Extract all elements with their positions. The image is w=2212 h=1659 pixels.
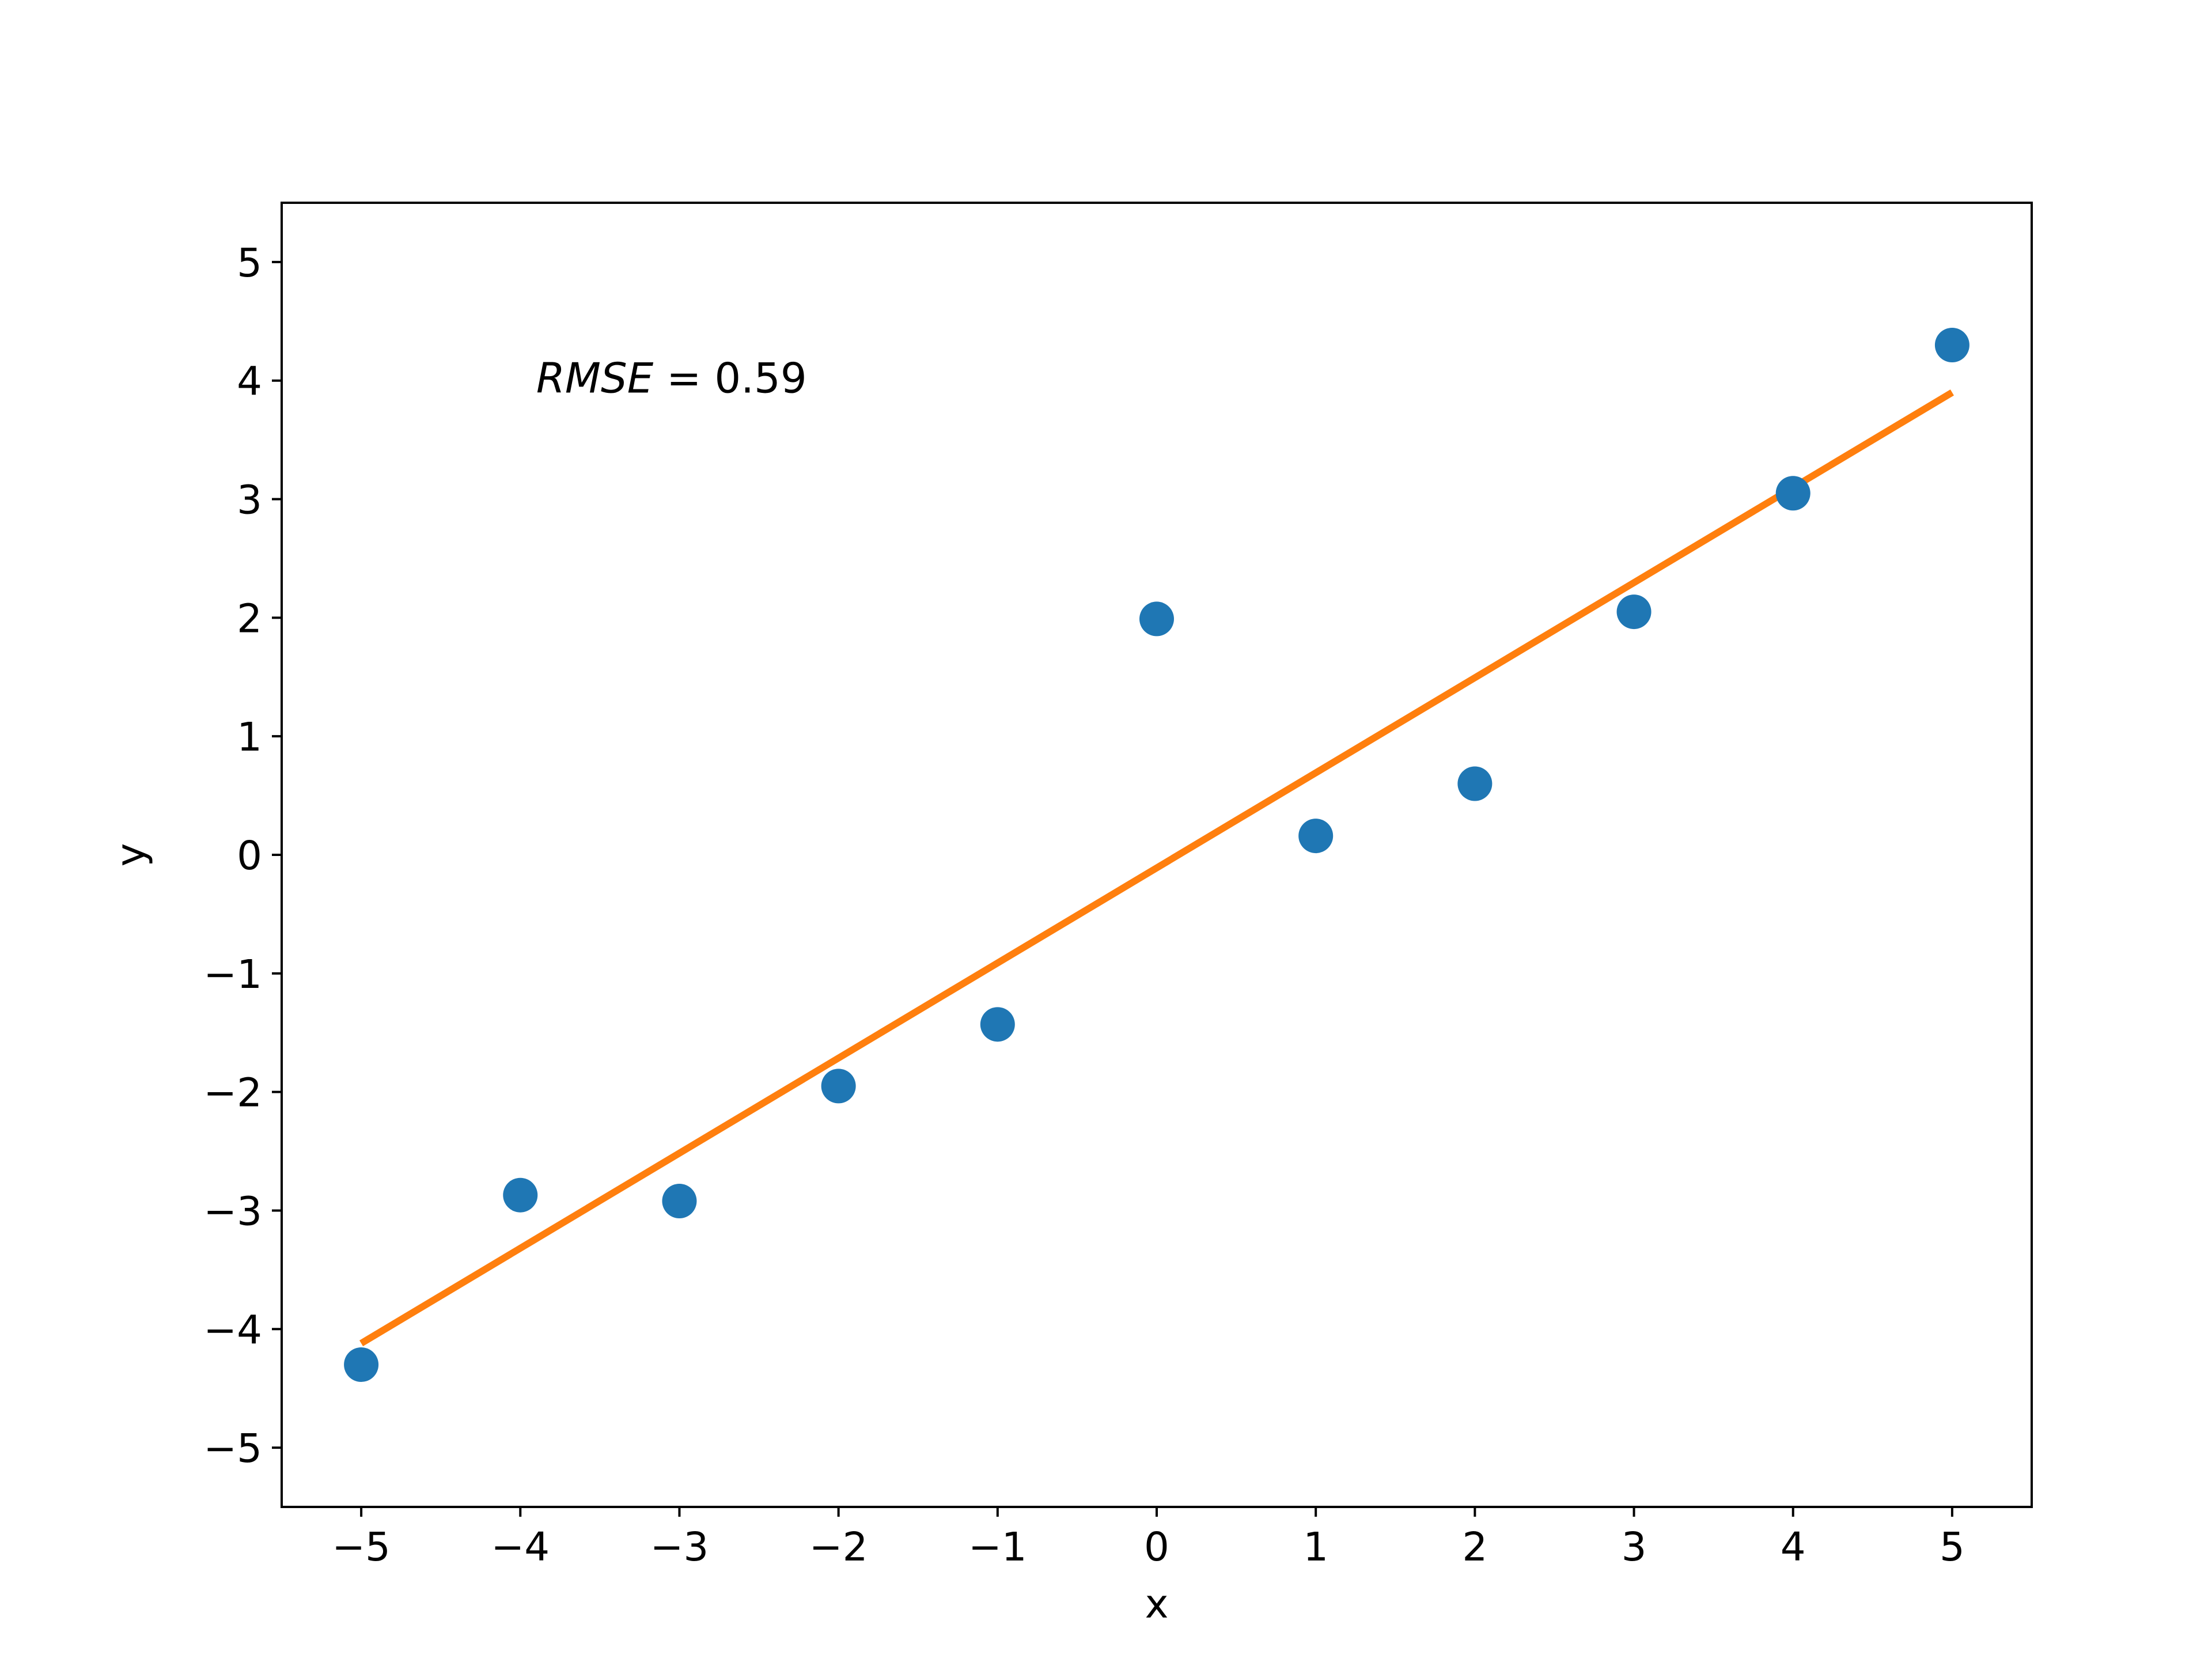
y-tick-label: −4: [203, 1307, 262, 1353]
x-tick-label: −3: [650, 1524, 709, 1570]
axes-frame: [281, 202, 2033, 1508]
scatter-point: [1775, 476, 1810, 511]
x-tick-label: 3: [1622, 1524, 1647, 1570]
scatter-point: [1616, 594, 1652, 630]
plot-area: [344, 327, 1969, 1382]
scatter-point: [1457, 766, 1493, 801]
y-tick-label: 1: [237, 714, 262, 760]
scatter-point: [344, 1347, 379, 1382]
x-tick-label: 4: [1781, 1524, 1806, 1570]
rmse-value: = 0.59: [653, 354, 806, 402]
x-tick-label: 0: [1144, 1524, 1169, 1570]
x-axis: −5 −4 −3 −2 −1 0 1 2 3 4 5: [332, 1507, 1965, 1570]
x-tick-label: −1: [968, 1524, 1027, 1570]
x-tick-label: 1: [1303, 1524, 1328, 1570]
y-tick-label: −1: [203, 952, 262, 998]
y-tick-label: 3: [237, 478, 262, 524]
x-tick-label: 5: [1940, 1524, 1965, 1570]
y-tick-label: −3: [203, 1188, 262, 1234]
y-axis: −5 −4 −3 −2 −1 0 1 2 3 4 5: [203, 240, 282, 1472]
scatter-point: [1934, 327, 1969, 362]
scatter-point: [662, 1183, 697, 1218]
rmse-annotation: RMSE = 0.59: [536, 354, 807, 402]
x-tick-label: 2: [1462, 1524, 1487, 1570]
fit-line: [359, 389, 1954, 1347]
x-tick-label: −4: [491, 1524, 550, 1570]
y-tick-label: −5: [203, 1426, 262, 1472]
y-tick-label: 2: [237, 596, 262, 642]
scatter-point: [1298, 819, 1334, 854]
x-tick-label: −2: [809, 1524, 868, 1570]
y-axis-label: y: [108, 843, 154, 867]
scatter-point: [980, 1007, 1015, 1042]
scatter-point: [821, 1069, 856, 1104]
rmse-label: RMSE: [536, 354, 654, 402]
y-tick-label: 5: [237, 240, 262, 286]
scatter-point: [1139, 601, 1174, 637]
x-tick-label: −5: [332, 1524, 391, 1570]
y-tick-label: 4: [237, 359, 262, 405]
x-axis-label: x: [1145, 1581, 1169, 1627]
scatter-point: [503, 1177, 538, 1213]
y-tick-label: 0: [237, 833, 262, 879]
y-tick-label: −2: [203, 1070, 262, 1116]
